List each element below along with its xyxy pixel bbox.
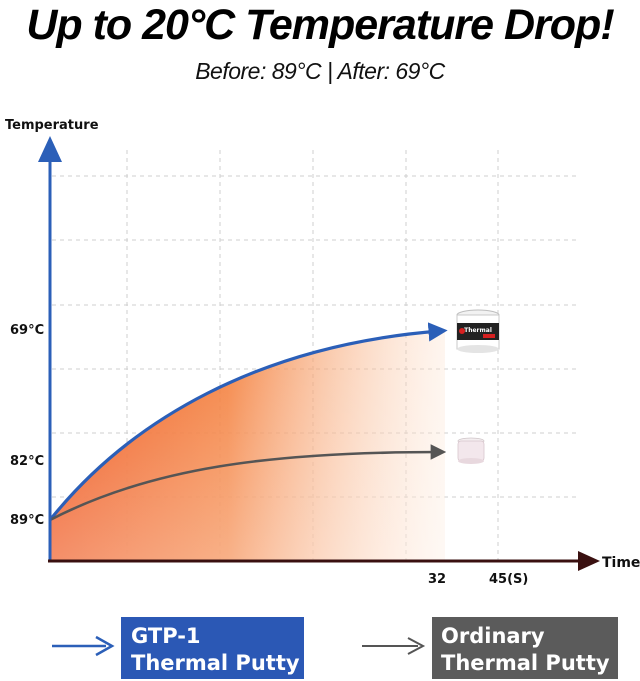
- thermal-putty-jar-icon: Thermal: [456, 309, 500, 353]
- y-axis-label: Temperature: [5, 118, 99, 133]
- x-tick-label: 32: [428, 572, 446, 587]
- y-axis-arrowhead: [38, 136, 62, 162]
- y-tick-label: 89°C: [10, 513, 44, 528]
- legend-ordinary-line2: Thermal Putty: [441, 651, 610, 675]
- temperature-chart: Temperature Time 69°C 82°C 89°C 32 45(S)…: [5, 118, 640, 587]
- legend-arrow-gray: [362, 637, 426, 655]
- y-tick-label: 69°C: [10, 323, 44, 338]
- x-axis-label: Time: [602, 555, 640, 571]
- legend-gtp1-line1: GTP-1: [131, 624, 201, 648]
- headline: Up to 20°C Temperature Drop!: [26, 1, 614, 49]
- subheadline: Before: 89°C | After: 69°C: [195, 58, 445, 84]
- gtp-area-fade: [50, 331, 445, 560]
- x-tick-label: 45(S): [489, 572, 528, 587]
- y-tick-label: 82°C: [10, 454, 44, 469]
- ordinary-putty-jar-icon: [457, 437, 485, 464]
- series-line-gtp1: [48, 322, 448, 522]
- jar-label: Thermal: [464, 327, 492, 334]
- legend-gtp1: GTP-1 Thermal Putty: [121, 617, 304, 679]
- legend-gtp1-line2: Thermal Putty: [131, 651, 300, 675]
- x-axis-arrowhead: [578, 551, 600, 571]
- legend-ordinary-line1: Ordinary: [441, 624, 545, 648]
- legend-arrow-blue: [52, 635, 115, 657]
- legend-ordinary: Ordinary Thermal Putty: [432, 617, 618, 679]
- series-line-ordinary: [49, 444, 447, 522]
